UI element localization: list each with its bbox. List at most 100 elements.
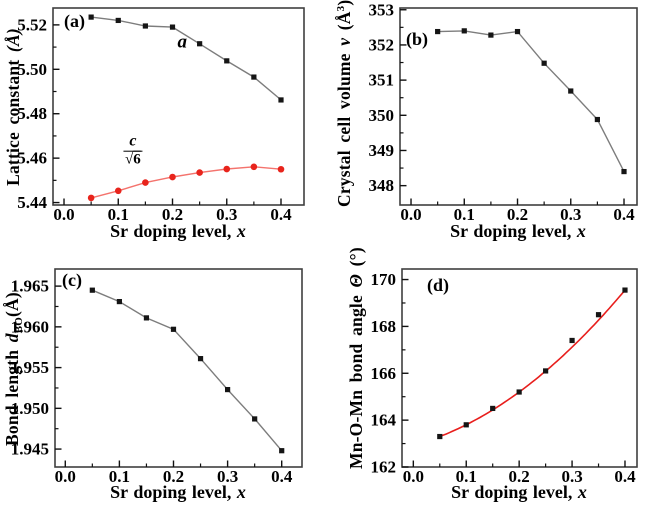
square-marker <box>197 41 203 47</box>
y-tick-label: 353 <box>369 0 395 19</box>
square-marker <box>541 60 547 66</box>
axis-box <box>54 268 303 468</box>
y-axis-label-a: Lattice constant (Å) <box>3 28 23 186</box>
square-marker <box>622 287 628 293</box>
x-tick-label: 0.2 <box>162 205 183 224</box>
y-tick-label: 1.950 <box>11 399 49 418</box>
circle-marker <box>250 163 258 171</box>
x-tick-label: 0.1 <box>108 205 129 224</box>
y-tick-label: 348 <box>369 176 395 195</box>
y-tick-label: 1.945 <box>11 440 49 459</box>
x-tick-label: 0.4 <box>270 205 292 224</box>
series-line <box>90 166 282 199</box>
c-over-sqrt6-label: c √6 <box>123 132 143 168</box>
y-tick-label: 1.965 <box>11 277 49 296</box>
x-tick-label: 0.0 <box>403 467 424 486</box>
panel-label-b: (b) <box>406 29 428 49</box>
y-axis-label-c: Bond length dBO(Å) <box>2 292 25 446</box>
square-marker <box>278 97 284 103</box>
square-marker <box>568 88 574 94</box>
square-marker <box>435 28 441 35</box>
x-axis-label-c: Sr doping level, x <box>110 482 246 502</box>
square-marker <box>89 287 95 293</box>
fit-curve <box>439 289 626 438</box>
square-marker <box>115 17 121 24</box>
x-tick-label: 0.3 <box>216 205 237 224</box>
square-marker <box>437 433 443 440</box>
y-tick-label: 170 <box>371 270 397 289</box>
x-axis-label-d: Sr doping level, x <box>451 482 587 502</box>
x-tick-label: 0.1 <box>454 205 475 224</box>
square-marker <box>490 405 496 412</box>
series-line <box>437 30 625 172</box>
y-tick-label: 5.46 <box>17 149 47 168</box>
square-marker <box>225 386 231 393</box>
panel-label-a: (a) <box>64 11 85 31</box>
circle-marker <box>196 169 203 176</box>
y-tick-label: 349 <box>369 141 395 160</box>
x-tick-label: 0.2 <box>507 205 528 224</box>
panel-label-d: (d) <box>427 275 449 295</box>
y-tick-label: 162 <box>371 458 397 477</box>
circle-marker <box>277 165 285 173</box>
y-tick-label: 1.960 <box>11 317 49 336</box>
x-tick-label: 0.0 <box>53 205 74 224</box>
chart-panel-a: 0.0 0.1 0.2 0.3 0.4 5.44 5.46 5.48 5.50 5.52 a <box>17 7 305 224</box>
x-tick-label: 0.3 <box>561 467 582 486</box>
circle-marker <box>87 194 95 202</box>
y-tick-label: 351 <box>369 71 395 90</box>
square-marker <box>514 28 521 35</box>
square-marker <box>224 58 230 64</box>
square-marker <box>142 23 148 29</box>
y-tick-label: 350 <box>369 106 395 125</box>
circle-marker <box>114 187 122 195</box>
panel-label-c: (c) <box>62 270 82 290</box>
x-tick-label: 0.3 <box>560 205 581 224</box>
square-marker <box>279 448 285 454</box>
square-marker <box>595 312 602 318</box>
chart-panel-b: 0.0 0.1 0.2 0.3 0.4 348 349 350 351 352 353 <box>369 0 638 224</box>
square-marker <box>197 356 204 362</box>
square-marker <box>169 24 176 30</box>
y-tick-label: 5.48 <box>17 104 47 123</box>
square-marker <box>116 298 122 305</box>
square-marker <box>516 389 522 395</box>
square-marker <box>594 116 600 123</box>
y-axis-label-d: Mn-O-Mn bond angle Θ (°) <box>346 247 366 469</box>
chart-panel-c: 0.0 0.1 0.2 0.3 0.4 1.945 1.950 1.955 1.960 1.965 <box>11 268 303 486</box>
y-tick-label: 168 <box>371 317 397 336</box>
x-tick-label: 0.4 <box>614 467 636 486</box>
x-tick-label: 0.1 <box>109 467 130 486</box>
circle-marker <box>169 173 176 181</box>
y-tick-label: 5.52 <box>17 15 47 34</box>
axis-box <box>52 7 305 206</box>
y-tick-label: 5.50 <box>17 60 47 79</box>
square-marker <box>488 32 494 38</box>
y-tick-label: 5.44 <box>17 193 47 212</box>
y-tick-label: 1.955 <box>11 358 49 377</box>
square-marker <box>543 368 549 374</box>
series-line <box>91 16 282 101</box>
y-axis-label-b: Crystal cell volume v (Å3) <box>334 0 354 207</box>
square-marker <box>143 315 150 321</box>
square-marker <box>170 326 177 332</box>
x-tick-label: 0.3 <box>217 467 238 486</box>
x-tick-label: 0.4 <box>271 467 293 486</box>
circle-marker <box>223 165 231 173</box>
square-marker <box>252 416 258 422</box>
y-tick-label: 164 <box>371 411 397 430</box>
square-marker <box>463 422 469 428</box>
square-marker <box>569 337 575 344</box>
y-tick-label: 166 <box>371 364 397 383</box>
series-annotation: a <box>178 32 188 53</box>
x-tick-label: 0.4 <box>613 205 635 224</box>
axis-box <box>399 7 638 206</box>
x-tick-label: 0.2 <box>163 467 184 486</box>
y-tick-label: 352 <box>369 35 395 54</box>
square-marker <box>251 74 257 80</box>
square-marker <box>621 168 627 175</box>
x-axis-label-a: Sr doping level, x <box>110 221 246 241</box>
x-tick-label: 0.2 <box>509 467 530 486</box>
